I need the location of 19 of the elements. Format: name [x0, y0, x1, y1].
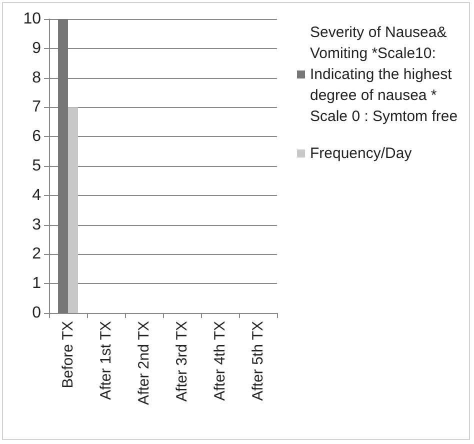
y-tick-label: 0: [32, 304, 42, 322]
x-tick-label: After 2nd TX: [136, 321, 152, 405]
y-tick-label: 5: [32, 158, 42, 174]
y-tick-label: 6: [32, 128, 42, 146]
y-tick-label: 8: [32, 69, 42, 86]
legend-label: Frequency/Day: [310, 145, 412, 162]
y-tick-label: 3: [32, 216, 42, 234]
y-tick-label: 2: [32, 246, 42, 263]
x-tick-label: After 3rd TX: [174, 321, 190, 402]
y-tick-label: 9: [32, 40, 42, 57]
x-tick-label: After 1st TX: [98, 321, 114, 400]
y-tick-label: 1: [32, 275, 42, 292]
y-tick-label: 4: [32, 186, 42, 204]
x-tick-label: Before TX: [60, 321, 76, 388]
x-tick-label: After 5th TX: [250, 321, 266, 401]
y-tick-label: 10: [23, 10, 42, 28]
legend-label: Severity of Nausea&Vomiting *Scale10: Indicating the highest degree of nausea * Scale 0 : Symtom free: [310, 24, 458, 125]
x-tick-label: After 4th TX: [212, 321, 228, 401]
y-tick-label: 7: [32, 98, 42, 116]
